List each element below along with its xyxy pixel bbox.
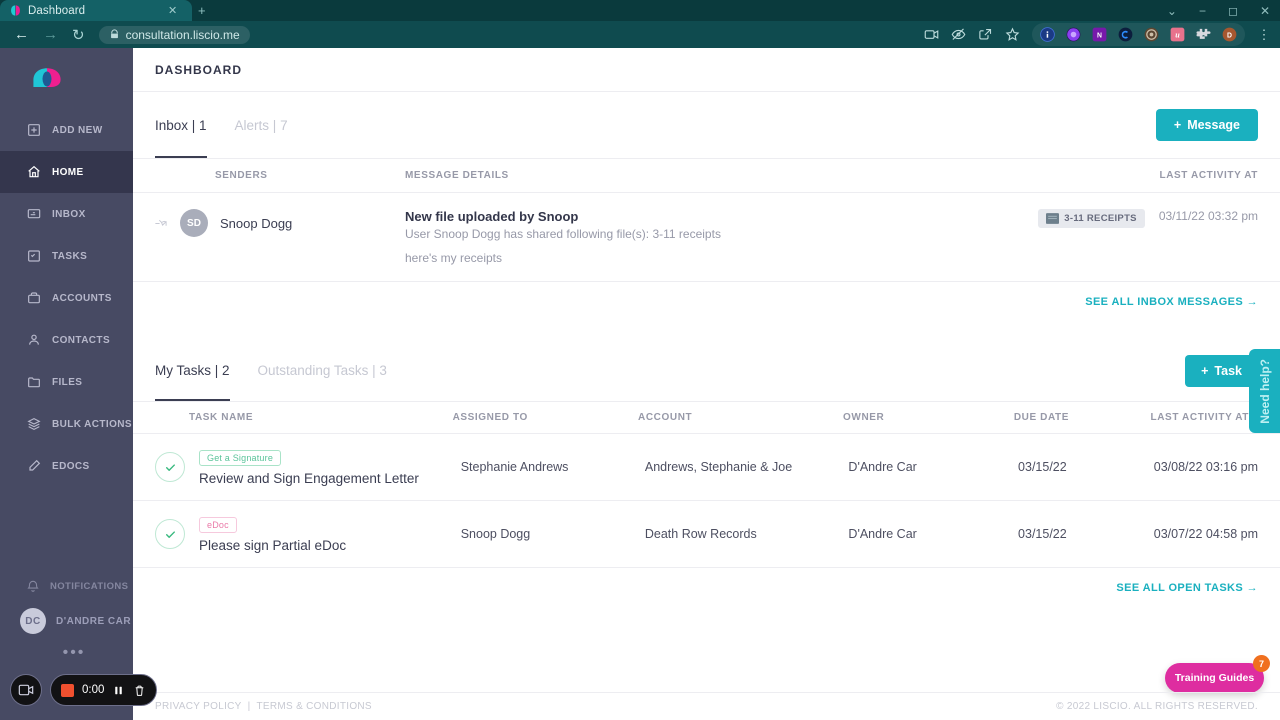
svg-text:D: D xyxy=(1227,32,1232,39)
svg-text:u: u xyxy=(1175,31,1180,40)
svg-text:N: N xyxy=(1097,32,1102,39)
